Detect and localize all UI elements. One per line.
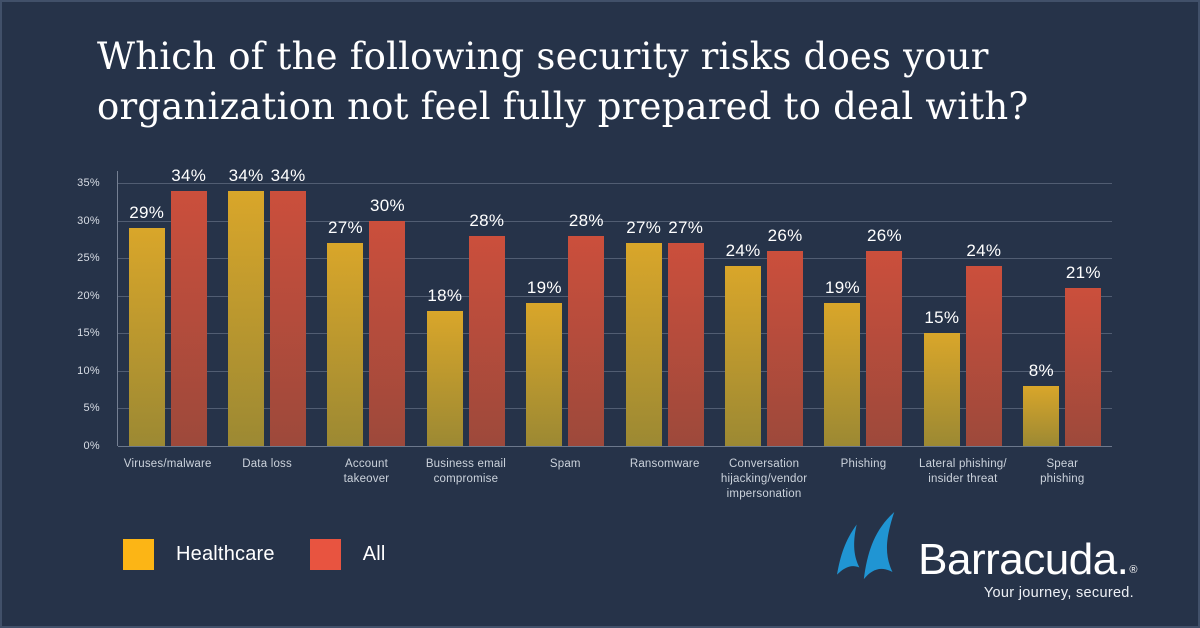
x-axis-label: Phishing — [840, 458, 887, 470]
y-axis-tick-label: 10% — [77, 364, 100, 377]
bar-group: 34% 34% — [217, 166, 316, 446]
bar-group: 18% 28% — [416, 183, 515, 446]
bar-group: 27% 30% — [317, 183, 416, 446]
x-axis-label: Spam — [549, 458, 581, 470]
bar-all: 34% — [270, 166, 307, 446]
y-axis-tick-label: 5% — [83, 402, 100, 415]
y-axis-tick-label: 0% — [83, 440, 100, 452]
bar-value-label: 19% — [825, 278, 860, 298]
legend-item-all: All — [309, 539, 386, 570]
x-axis-labels: Viruses/malware Data loss Account takeover… — [118, 457, 1112, 517]
bar-all: 21% — [1065, 263, 1102, 446]
x-axis-label: Spear phishing — [1040, 458, 1085, 485]
bar-value-label: 29% — [129, 203, 165, 223]
bar-healthcare: 8% — [1023, 361, 1060, 446]
y-axis-labels: 0% 5% 10% 15% 20% 25% 30% 35% — [0, 177, 108, 452]
healthcare-swatch-icon — [123, 539, 154, 570]
gridline — [118, 258, 1112, 260]
barracuda-fins-icon — [837, 512, 895, 580]
legend-label-healthcare: Healthcare — [176, 543, 275, 565]
bar-all: 24% — [965, 241, 1002, 446]
x-axis-label: Account takeover — [343, 458, 390, 485]
bar-group: 27% 27% — [615, 183, 714, 446]
bar-value-label: 27% — [626, 218, 662, 238]
x-axis-label: Data loss — [242, 458, 292, 470]
bar-value-label: 27% — [328, 218, 363, 238]
legend: Healthcare All — [123, 539, 386, 570]
bar-healthcare: 34% — [228, 166, 265, 446]
bar-healthcare: 24% — [725, 241, 762, 446]
y-axis-tick-label: 35% — [77, 177, 100, 189]
bar-healthcare: 29% — [128, 203, 165, 446]
bar-value-label: 21% — [1065, 263, 1101, 283]
bar-value-label: 34% — [171, 165, 207, 185]
plot-area: 29% 34% 34% 34% 27% 30% 18% 28% 19% 28% 27% 27% 24% 2… — [117, 166, 1112, 447]
logo-tagline: Your journey, secured. — [983, 585, 1134, 601]
x-axis-label: Lateral phishing/ insider threat — [918, 458, 1007, 485]
x-axis-label: Business email compromise — [425, 458, 506, 485]
bar-all: 34% — [170, 166, 207, 446]
bar-group: 19% 26% — [814, 183, 913, 446]
bar-group: 24% 26% — [714, 183, 813, 446]
bar-group: 15% 24% — [913, 183, 1012, 446]
x-axis-label: Ransomware — [629, 458, 700, 470]
bar-value-label: 15% — [924, 308, 960, 328]
x-axis-label: Conversation hijacking/vendor impersonat… — [720, 458, 808, 500]
y-axis-tick-label: 25% — [77, 252, 100, 265]
gridline — [118, 295, 1112, 297]
chart-title: Which of the following security risks do… — [97, 32, 1028, 132]
bar-healthcare: 19% — [824, 278, 861, 446]
bar-all: 30% — [369, 196, 406, 446]
bar-healthcare: 19% — [526, 278, 563, 446]
bar-healthcare: 15% — [923, 308, 960, 446]
bar-value-label: 26% — [767, 225, 803, 245]
y-axis-line — [117, 171, 118, 446]
chart-title-line1: Which of the following security risks do… — [97, 35, 989, 78]
bar-value-label: 26% — [867, 225, 902, 245]
bar-healthcare: 18% — [426, 286, 463, 446]
bar-all: 26% — [866, 226, 903, 446]
bar-value-label: 27% — [668, 218, 704, 238]
y-axis-tick-label: 15% — [77, 327, 100, 340]
bar-value-label: 34% — [270, 165, 306, 185]
legend-item-healthcare: Healthcare — [123, 539, 275, 570]
bar-group: 29% 34% — [118, 166, 217, 446]
gridline — [118, 220, 1112, 222]
bar-value-label: 8% — [1028, 360, 1054, 380]
gridline — [118, 370, 1112, 372]
barracuda-logo: Barracuda.® Your journey, secured. — [832, 512, 1137, 601]
gridline — [118, 446, 1112, 447]
x-axis-label: Viruses/malware — [123, 458, 212, 470]
bar-group: 19% 28% — [516, 183, 615, 446]
bar-all: 27% — [667, 218, 704, 446]
registered-mark: ® — [1129, 563, 1137, 576]
brand-text: Barracuda. — [918, 534, 1129, 584]
bar-value-label: 30% — [370, 195, 405, 215]
bar-group: 8% 21% — [1013, 183, 1112, 446]
barracuda-wordmark: Barracuda.® — [918, 537, 1137, 581]
legend-label-all: All — [362, 543, 386, 565]
bar-healthcare: 27% — [625, 218, 662, 446]
bar-healthcare: 27% — [327, 218, 364, 446]
bar-value-label: 18% — [427, 285, 463, 305]
chart-title-line2: organization not feel fully prepared to … — [97, 85, 1029, 128]
bar-value-label: 19% — [526, 278, 562, 298]
gridline — [118, 408, 1112, 410]
bar-value-label: 28% — [568, 210, 604, 230]
bar-value-label: 24% — [725, 240, 761, 260]
all-swatch-icon — [309, 539, 341, 570]
y-axis-tick-label: 20% — [77, 289, 100, 302]
bar-all: 28% — [468, 211, 505, 446]
bar-all: 28% — [568, 211, 605, 446]
bar-all: 26% — [767, 226, 804, 446]
bar-value-label: 24% — [966, 240, 1002, 260]
gridline — [118, 333, 1112, 335]
bar-value-label: 34% — [228, 165, 264, 185]
bar-value-label: 28% — [469, 210, 505, 230]
gridline — [118, 183, 1112, 184]
y-axis-tick-label: 30% — [77, 214, 100, 227]
